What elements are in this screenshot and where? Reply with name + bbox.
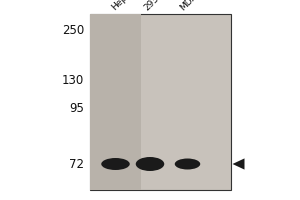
Text: 72: 72 [69, 158, 84, 170]
Text: MDA-MB453: MDA-MB453 [178, 0, 224, 12]
Ellipse shape [101, 158, 130, 170]
Bar [90, 14, 231, 190]
Bar [90, 14, 141, 190]
Polygon shape [232, 158, 244, 170]
Text: 95: 95 [69, 102, 84, 114]
Text: 293: 293 [142, 0, 161, 12]
Text: 250: 250 [62, 23, 84, 36]
Text: 130: 130 [62, 73, 84, 86]
Text: HepG2: HepG2 [110, 0, 138, 12]
Ellipse shape [136, 157, 164, 171]
Ellipse shape [175, 158, 200, 170]
